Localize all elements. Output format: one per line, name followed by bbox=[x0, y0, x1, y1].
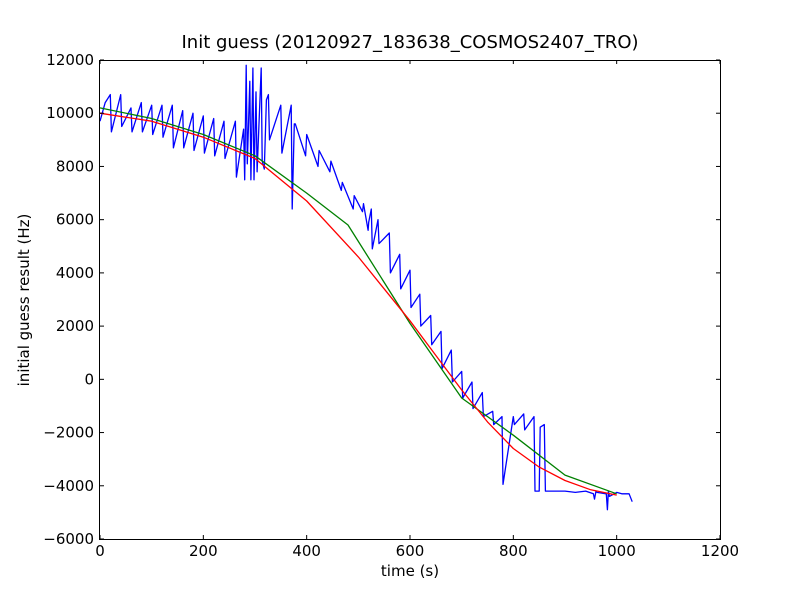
x-tick-label: 800 bbox=[499, 542, 528, 560]
ticks-layer: 0 200 400 600 800 1000 1200 −6000 −4000 −2000 0 200… bbox=[43, 51, 739, 560]
series-line-1 bbox=[99, 64, 633, 511]
series-line-2 bbox=[99, 107, 617, 495]
x-tick-label: 1200 bbox=[701, 542, 739, 560]
x-tick-label: 200 bbox=[189, 542, 218, 560]
x-axis-label: time (s) bbox=[381, 562, 439, 580]
series-layer bbox=[99, 64, 633, 511]
plot-area bbox=[99, 60, 721, 540]
y-tick-label: 2000 bbox=[56, 317, 94, 335]
y-tick-label: −6000 bbox=[43, 530, 94, 548]
y-tick-label: 0 bbox=[84, 370, 94, 388]
series-line-3 bbox=[99, 112, 617, 496]
plot-frame bbox=[99, 60, 721, 540]
y-tick-label: 4000 bbox=[56, 264, 94, 282]
y-axis-label: initial guess result (Hz) bbox=[15, 214, 33, 387]
x-tick-label: 600 bbox=[396, 542, 425, 560]
y-tick-label: −2000 bbox=[43, 424, 94, 442]
x-tick-label: 1000 bbox=[598, 542, 636, 560]
y-tick-label: −4000 bbox=[43, 477, 94, 495]
x-tick-label: 400 bbox=[292, 542, 321, 560]
x-tick-label: 0 bbox=[95, 542, 105, 560]
chart-title: Init guess (20120927_183638_COSMOS2407_T… bbox=[181, 32, 638, 53]
y-tick-label: 10000 bbox=[46, 104, 94, 122]
y-tick-label: 8000 bbox=[56, 157, 94, 175]
y-tick-label: 6000 bbox=[56, 211, 94, 229]
y-tick-label: 12000 bbox=[46, 51, 94, 69]
